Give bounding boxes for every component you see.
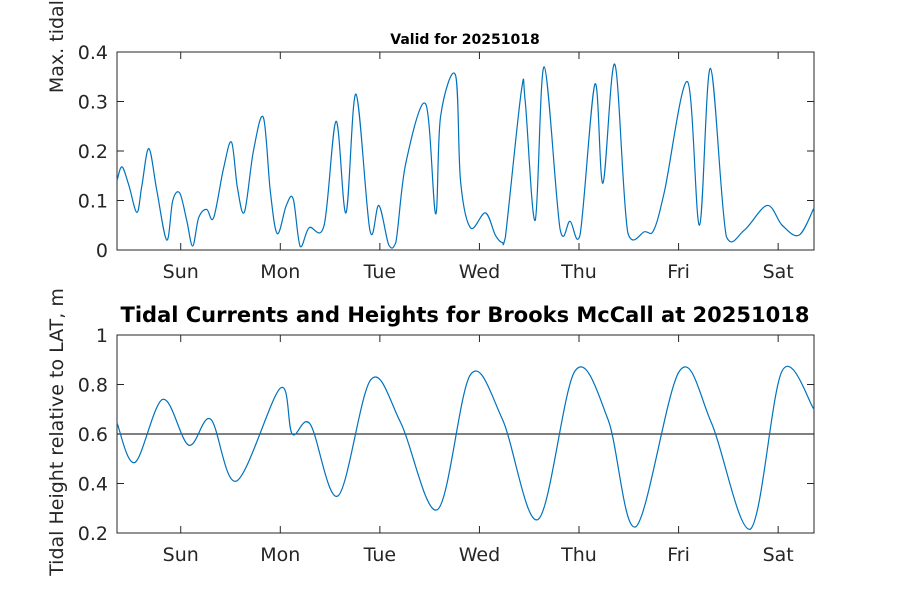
tidal-height-y-tick-label: 0.4 <box>78 474 108 496</box>
tidal-height-x-tick-label: Wed <box>459 544 500 566</box>
current-speed-y-tick-label: 0.2 <box>78 141 108 163</box>
current-speed-x-tick-label: Sun <box>163 261 199 283</box>
tidal-height-x-tick-label: Sat <box>763 544 794 566</box>
current-speed-x-tick-label: Wed <box>459 261 500 283</box>
tidal-height-plot: 0.2 0.4 0.6 0.8 1 Sun Mon Tue Wed Thu Fri Sat Tida… <box>46 288 815 577</box>
current-speed-x-tick-label: Tue <box>363 261 396 283</box>
tidal-height-y-ticks: 0.2 0.4 0.6 0.8 1 <box>78 325 814 545</box>
current-speed-y-tick-label: 0 <box>96 240 108 262</box>
tidal-height-x-tick-label: Sun <box>163 544 199 566</box>
tidal-height-y-tick-label: 0.2 <box>78 523 108 545</box>
current-speed-y-tick-label: 0.3 <box>78 92 108 114</box>
current-speed-title: Valid for 20251018 <box>390 32 539 48</box>
tidal-height-y-tick-label: 0.6 <box>78 424 108 446</box>
current-speed-x-tick-label: Mon <box>260 261 300 283</box>
current-speed-y-ticks: 0 0.1 0.2 0.3 0.4 <box>78 42 814 262</box>
tidal-height-y-tick-label: 0.8 <box>78 375 108 397</box>
current-speed-axes-box <box>116 51 815 251</box>
current-speed-x-ticks: Sun Mon Tue Wed Thu Fri Sat <box>163 52 794 283</box>
tidal-height-series-line <box>116 365 815 530</box>
current-speed-y-axis-label: Max. tidal current speed, kn <box>46 0 68 93</box>
current-speed-y-tick-label: 0.4 <box>78 42 108 64</box>
tidal-height-x-tick-label: Thu <box>560 544 597 566</box>
tidal-height-x-tick-label: Mon <box>260 544 300 566</box>
current-speed-series-line <box>116 63 815 249</box>
tidal-height-x-tick-label: Tue <box>363 544 396 566</box>
current-speed-y-tick-label: 0.1 <box>78 191 108 213</box>
tidal-height-x-ticks: Sun Mon Tue Wed Thu Fri Sat <box>163 335 794 566</box>
tidal-height-x-tick-label: Fri <box>667 544 690 566</box>
tidal-height-title: Tidal Currents and Heights for Brooks Mc… <box>121 303 810 327</box>
tidal-height-y-tick-label: 1 <box>96 325 108 347</box>
current-speed-x-tick-label: Thu <box>560 261 597 283</box>
current-speed-x-tick-label: Sat <box>763 261 794 283</box>
current-speed-x-tick-label: Fri <box>667 261 690 283</box>
current-speed-plot: 0 0.1 0.2 0.3 0.4 Sun Mon Tue Wed Thu Fri Sat Vali… <box>46 0 815 283</box>
tidal-height-y-axis-label: Tidal Height relative to LAT, m <box>46 288 68 577</box>
